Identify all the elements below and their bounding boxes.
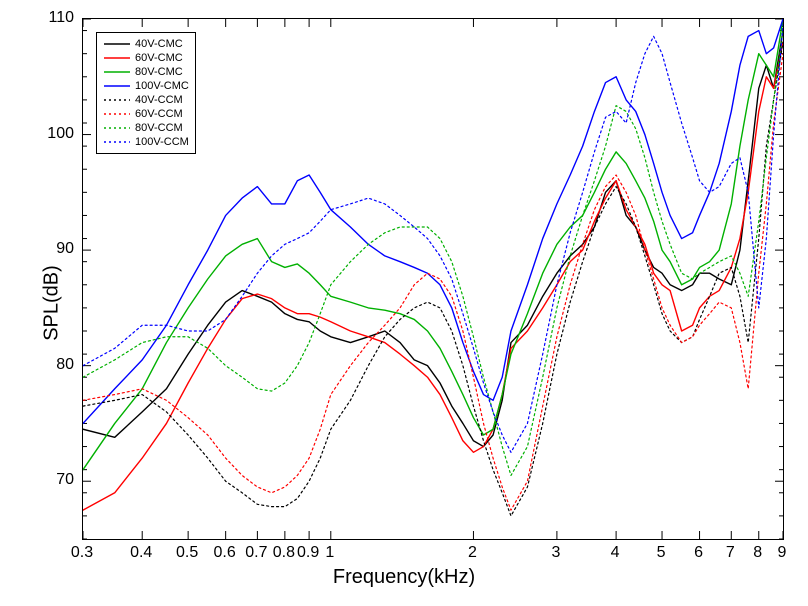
chart-container: 40V-CMC 60V-CMC 80V-CMC 100V-CMC 40V-CCM 60V-… <box>0 0 808 606</box>
x-tick-label: 5 <box>657 544 666 562</box>
y-tick-label: 80 <box>56 356 74 374</box>
legend-swatch <box>103 79 131 93</box>
legend-text: 40V-CCM <box>135 94 183 106</box>
x-axis-label: Frequency(kHz) <box>333 566 475 589</box>
legend-item: 60V-CCM <box>103 107 189 121</box>
legend-text: 40V-CMC <box>135 38 183 50</box>
legend-item: 40V-CMC <box>103 37 189 51</box>
legend-swatch <box>103 37 131 51</box>
x-tick-label: 0.8 <box>273 544 295 562</box>
y-tick-label: 70 <box>56 471 74 489</box>
x-tick-label: 0.3 <box>71 544 93 562</box>
legend-swatch <box>103 121 131 135</box>
legend-swatch <box>103 93 131 107</box>
legend-swatch <box>103 107 131 121</box>
legend-text: 100V-CCM <box>135 136 189 148</box>
legend-item: 80V-CCM <box>103 121 189 135</box>
x-tick-label: 6 <box>694 544 703 562</box>
legend-item: 60V-CMC <box>103 51 189 65</box>
x-tick-label: 8 <box>753 544 762 562</box>
x-tick-label: 0.5 <box>176 544 198 562</box>
legend-swatch <box>103 65 131 79</box>
legend-item: 100V-CMC <box>103 79 189 93</box>
legend-item: 80V-CMC <box>103 65 189 79</box>
y-tick-label: 110 <box>48 9 74 27</box>
x-tick-label: 0.9 <box>297 544 319 562</box>
legend-item: 40V-CCM <box>103 93 189 107</box>
x-tick-label: 0.4 <box>130 544 152 562</box>
y-axis-label: SPL(dB) <box>40 265 63 341</box>
legend-text: 60V-CMC <box>135 52 183 64</box>
x-tick-label: 4 <box>611 544 620 562</box>
x-tick-label: 1 <box>325 544 334 562</box>
y-tick-label: 100 <box>47 125 74 143</box>
legend-text: 80V-CCM <box>135 122 183 134</box>
legend-text: 100V-CMC <box>135 80 189 92</box>
legend-swatch <box>103 135 131 149</box>
x-tick-label: 9 <box>778 544 787 562</box>
legend-item: 100V-CCM <box>103 135 189 149</box>
x-tick-label: 7 <box>726 544 735 562</box>
legend-text: 60V-CCM <box>135 108 183 120</box>
legend-swatch <box>103 51 131 65</box>
x-tick-label: 2 <box>468 544 477 562</box>
legend: 40V-CMC 60V-CMC 80V-CMC 100V-CMC 40V-CCM 60V-… <box>96 32 196 154</box>
x-tick-label: 3 <box>551 544 560 562</box>
x-tick-label: 0.7 <box>245 544 267 562</box>
y-tick-label: 90 <box>56 240 74 258</box>
legend-text: 80V-CMC <box>135 66 183 78</box>
x-tick-label: 0.6 <box>214 544 236 562</box>
